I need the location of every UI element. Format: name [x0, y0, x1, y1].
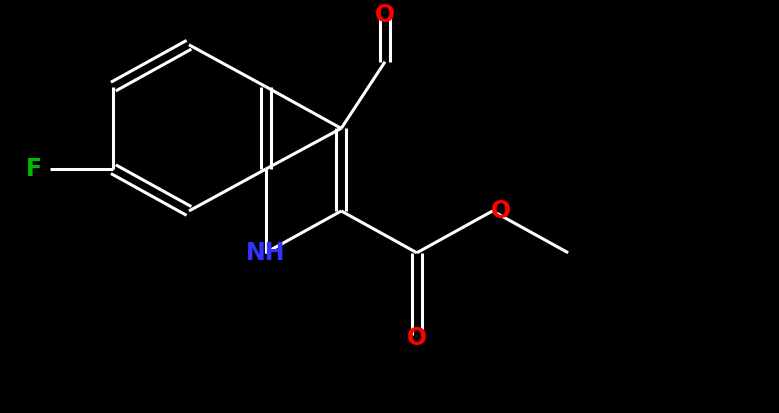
Text: F: F — [26, 157, 42, 181]
Text: O: O — [375, 3, 395, 27]
Text: O: O — [407, 326, 427, 350]
Text: NH: NH — [246, 241, 285, 265]
Text: O: O — [491, 199, 510, 223]
